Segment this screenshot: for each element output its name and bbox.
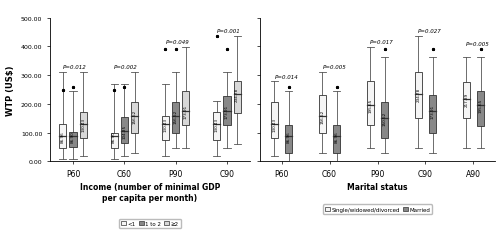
Bar	[319, 96, 326, 134]
Bar	[271, 102, 278, 139]
Bar	[382, 102, 388, 139]
Text: P=0.017: P=0.017	[370, 40, 394, 45]
Text: 234.78: 234.78	[416, 87, 420, 102]
Bar	[430, 96, 436, 134]
Text: P=0.049: P=0.049	[166, 40, 189, 45]
Text: 86.90: 86.90	[112, 131, 116, 143]
Bar	[463, 83, 469, 118]
Text: 156.52: 156.52	[320, 110, 324, 124]
Bar	[286, 125, 292, 154]
Text: 234.78: 234.78	[235, 87, 239, 102]
Text: 104.35: 104.35	[122, 125, 126, 139]
Text: P=0.014: P=0.014	[274, 74, 298, 79]
Bar	[162, 116, 169, 140]
Text: 195.65: 195.65	[478, 99, 482, 113]
Text: 173.91: 173.91	[184, 105, 188, 119]
Text: 86.96: 86.96	[287, 131, 291, 143]
Bar	[131, 102, 138, 133]
Text: 130.43: 130.43	[82, 117, 86, 131]
Bar	[80, 112, 87, 139]
Y-axis label: WTP (US$): WTP (US$)	[6, 65, 16, 115]
Bar	[478, 92, 484, 127]
Bar	[70, 133, 76, 147]
Text: 156.52: 156.52	[132, 110, 136, 124]
Bar	[59, 125, 66, 148]
Bar	[367, 82, 374, 125]
Text: 156.52: 156.52	[174, 110, 178, 124]
Text: P=0.005: P=0.005	[322, 64, 346, 70]
Text: 150.52: 150.52	[382, 112, 386, 126]
Text: 86.96: 86.96	[61, 131, 65, 143]
Text: 86.96: 86.96	[334, 131, 338, 143]
Bar	[213, 113, 220, 140]
Bar	[334, 125, 340, 154]
Legend: <1, 1 to 2, ≥2: <1, 1 to 2, ≥2	[119, 219, 181, 228]
Text: P=0.005: P=0.005	[466, 42, 490, 47]
Text: P=0.012: P=0.012	[63, 64, 86, 70]
Text: 130.43: 130.43	[272, 117, 276, 131]
Text: 217.39: 217.39	[464, 92, 468, 106]
Bar	[224, 96, 230, 125]
Text: 130.43: 130.43	[164, 117, 168, 131]
Legend: Single/widowed/divorced, Married: Single/widowed/divorced, Married	[322, 205, 432, 214]
Bar	[172, 102, 179, 133]
Text: 130.43: 130.43	[214, 117, 218, 131]
X-axis label: Marital status: Marital status	[347, 182, 408, 191]
Bar	[234, 82, 241, 114]
Text: 173.91: 173.91	[225, 105, 229, 119]
Text: P=0.001: P=0.001	[216, 29, 240, 34]
Text: 173.91: 173.91	[430, 105, 434, 119]
Bar	[121, 117, 128, 143]
Bar	[415, 72, 422, 118]
Text: 195.65: 195.65	[368, 99, 372, 113]
Text: P=0.027: P=0.027	[418, 29, 442, 34]
Bar	[182, 92, 190, 125]
Text: 86.90: 86.90	[71, 131, 75, 143]
X-axis label: Income (number of minimal GDP
per capita per month): Income (number of minimal GDP per capita…	[80, 182, 220, 202]
Bar	[110, 133, 117, 148]
Text: P=0.002: P=0.002	[114, 64, 138, 70]
